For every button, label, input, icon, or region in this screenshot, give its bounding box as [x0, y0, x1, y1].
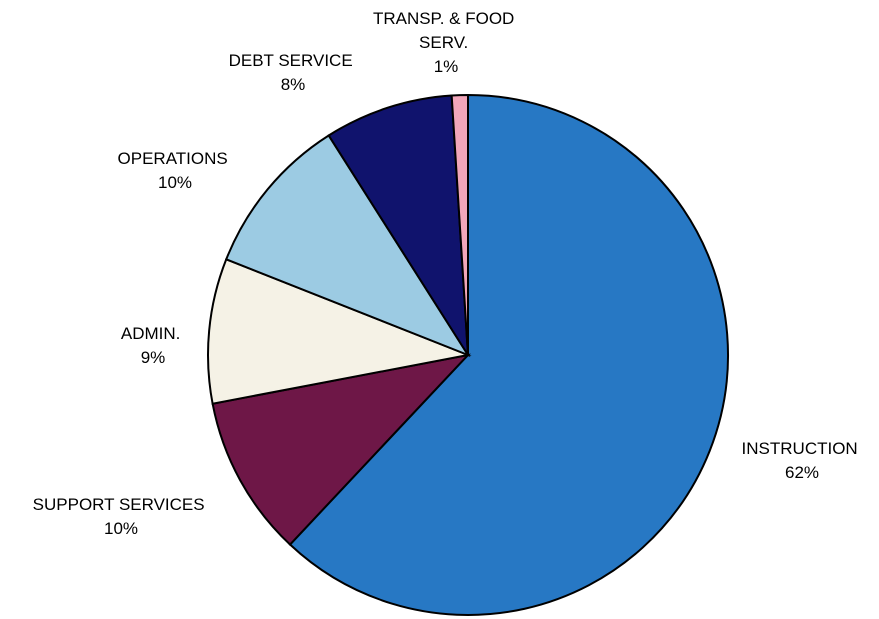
pie-slice-instruction: [288, 93, 729, 616]
label-instruction: INSTRUCTION 62%: [742, 439, 863, 482]
pie-slices: [207, 93, 729, 616]
label-transp-food: TRANSP. & FOOD SERV. 1%: [373, 9, 519, 76]
label-admin: ADMIN. 9%: [121, 324, 185, 367]
label-debt-service: DEBT SERVICE 8%: [229, 51, 358, 94]
label-operations: OPERATIONS 10%: [118, 149, 233, 192]
pie-slice-transp-food-serv: [450, 93, 469, 356]
pie-slice-admin: [207, 257, 472, 405]
pie-slice-support-services: [211, 353, 471, 546]
pie-slice-debt-service: [327, 94, 469, 356]
label-support-services: SUPPORT SERVICES 10%: [33, 495, 210, 538]
pie-slice-operations: [224, 134, 471, 358]
